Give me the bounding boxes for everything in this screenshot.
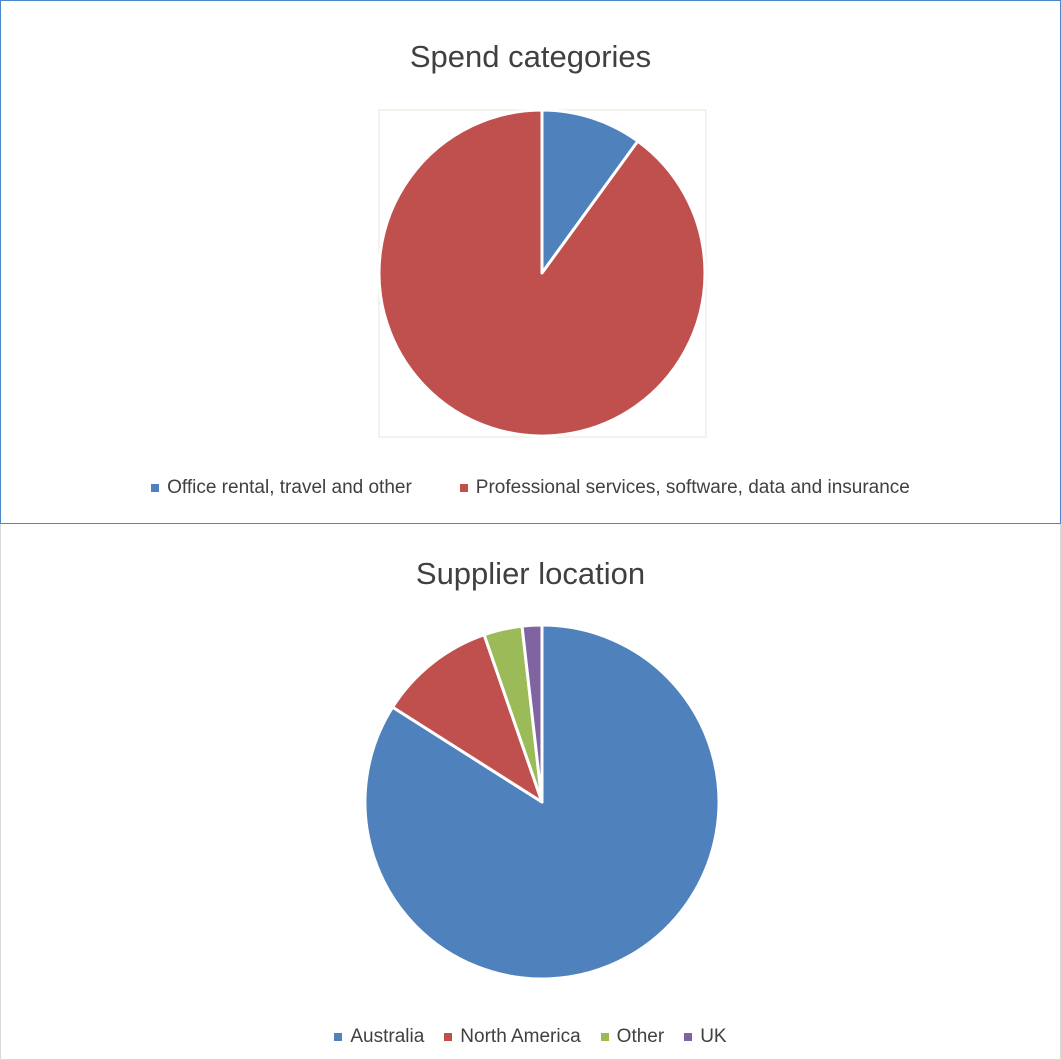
supplier-location-pie [363, 623, 721, 981]
legend-label: UK [700, 1026, 727, 1047]
legend-item-australia: Australia [334, 1026, 424, 1048]
pie-slice-australia [363, 623, 721, 981]
legend-item-professional-services: Professional services, software, data an… [459, 477, 910, 499]
legend: Office rental, travel and other Professi… [1, 477, 1060, 499]
supplier-location-chart: Supplier location Australia North Americ… [0, 524, 1061, 1060]
legend-item-uk: UK [684, 1026, 727, 1048]
legend-label: Other [616, 1026, 665, 1047]
legend: Australia North America Other UK [1, 1026, 1060, 1048]
pie-slice-office-rental-travel-and-other [540, 108, 640, 275]
legend-swatch [459, 484, 468, 492]
legend-swatch [600, 1033, 609, 1041]
legend-item-office-rental: Office rental, travel and other [151, 477, 412, 499]
legend-swatch [444, 1033, 453, 1041]
legend-swatch [684, 1033, 693, 1041]
legend-label: Australia [350, 1026, 425, 1047]
legend-swatch [334, 1033, 343, 1041]
spend-categories-pie [377, 108, 707, 438]
legend-label: Office rental, travel and other [167, 477, 412, 498]
pie-slice-north-america [391, 633, 544, 804]
spend-categories-chart: Spend categories Office rental, travel a… [0, 0, 1061, 524]
legend-item-north-america: North America [444, 1026, 581, 1048]
chart-title: Spend categories [409, 39, 652, 74]
pie-slice-professional-services-software-data-and-insurance [377, 108, 707, 438]
legend-item-other: Other [600, 1026, 665, 1048]
chart-title: Supplier location [415, 556, 646, 591]
legend-label: Professional services, software, data an… [475, 477, 910, 498]
legend-label: North America [460, 1026, 581, 1047]
legend-swatch [151, 484, 160, 492]
pie-slice-uk [520, 623, 544, 804]
